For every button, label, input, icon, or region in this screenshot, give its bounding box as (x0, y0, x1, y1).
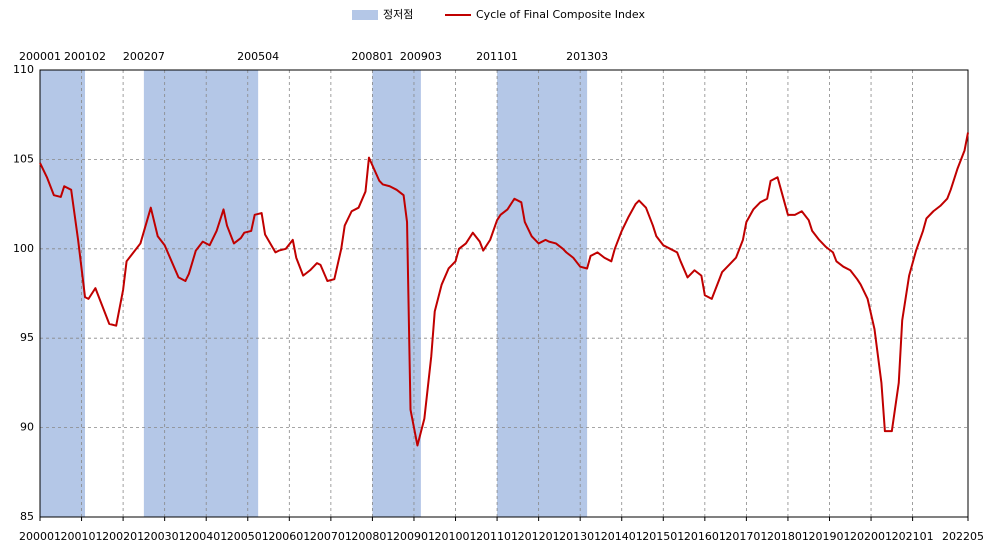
x-tick-label: 201201 (518, 530, 560, 543)
band-end-label: 200102 (64, 50, 106, 63)
band-start-label: 200001 (19, 50, 61, 63)
x-tick-label: 200501 (227, 530, 269, 543)
x-tick-label: 201701 (725, 530, 767, 543)
x-tick-label: 201301 (559, 530, 601, 543)
legend-line-label: Cycle of Final Composite Index (476, 8, 645, 21)
x-tick-label: 200201 (102, 530, 144, 543)
band (40, 70, 86, 517)
band-end-label: 200504 (237, 50, 279, 63)
x-tick-label: 201101 (476, 530, 518, 543)
x-tick-label: 200001 (19, 530, 61, 543)
y-tick-label: 85 (20, 510, 34, 523)
series-line (39, 132, 969, 447)
y-tick-label: 110 (13, 63, 34, 76)
band (497, 70, 588, 517)
band-start-label: 200207 (123, 50, 165, 63)
y-tick-label: 105 (13, 152, 34, 165)
legend-band-swatch (352, 10, 378, 20)
y-tick-label: 95 (20, 331, 34, 344)
y-tick-label: 90 (20, 421, 34, 434)
band (372, 70, 421, 517)
y-tick-label: 100 (13, 242, 34, 255)
x-tick-label: 201501 (642, 530, 684, 543)
x-tick-label: 200901 (393, 530, 435, 543)
x-tick-label: 202205 (942, 530, 984, 543)
legend-band-label: 정저점 (383, 8, 413, 21)
x-tick-label: 200601 (268, 530, 310, 543)
x-tick-label: 202001 (850, 530, 892, 543)
x-tick-label: 200401 (185, 530, 227, 543)
x-tick-label: 200701 (310, 530, 352, 543)
x-tick-label: 201901 (808, 530, 850, 543)
x-tick-label: 201801 (767, 530, 809, 543)
x-tick-label: 200301 (144, 530, 186, 543)
x-tick-label: 200801 (351, 530, 393, 543)
legend: 정저점 Cycle of Final Composite Index (352, 8, 645, 21)
plot-frame (39, 69, 969, 518)
x-tick-label: 202101 (892, 530, 934, 543)
x-tick-label: 201001 (435, 530, 477, 543)
band-end-label: 200903 (400, 50, 442, 63)
band-start-label: 201101 (476, 50, 518, 63)
x-tick-label: 201601 (684, 530, 726, 543)
band-start-label: 200801 (351, 50, 393, 63)
x-tick-label: 200101 (61, 530, 103, 543)
x-tick-label: 201401 (601, 530, 643, 543)
band (143, 70, 259, 517)
band-end-label: 201303 (566, 50, 608, 63)
